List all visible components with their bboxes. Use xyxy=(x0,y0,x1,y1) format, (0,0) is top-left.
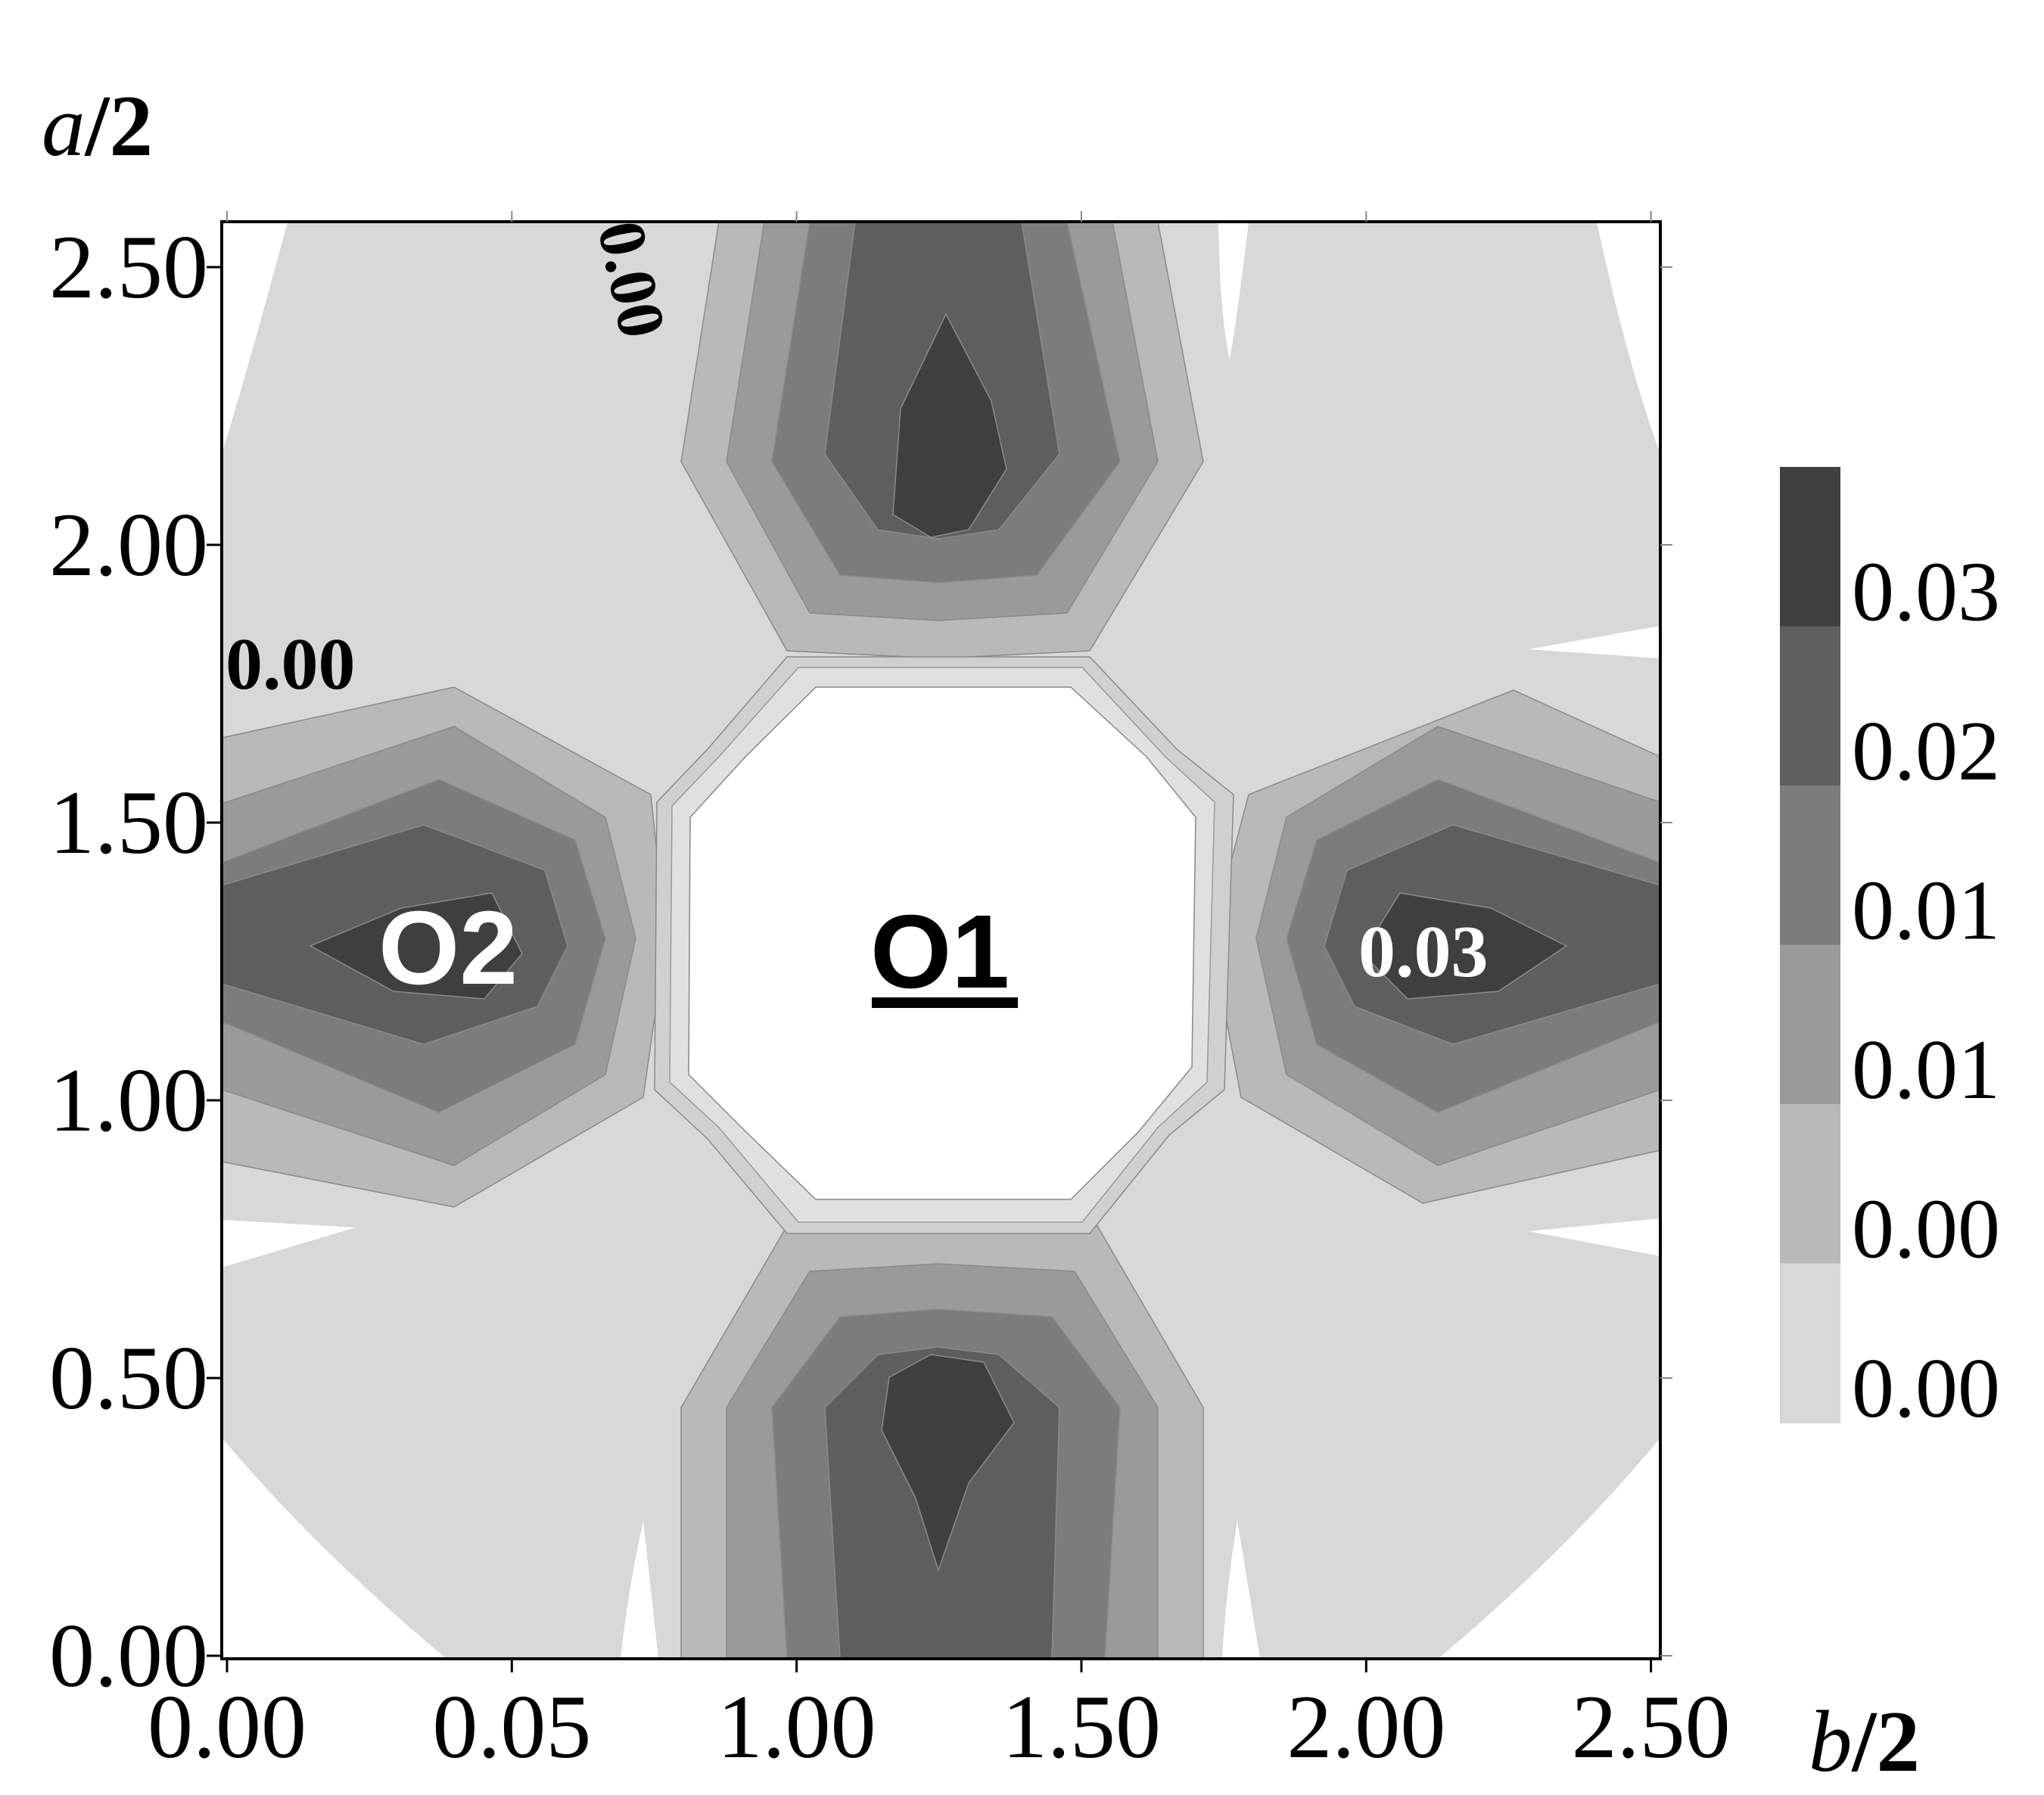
site-label-o2: O2 xyxy=(378,890,518,1006)
lobe-right xyxy=(1210,689,1661,1204)
lobe-left xyxy=(221,686,667,1208)
lobe-bottom xyxy=(680,1218,1204,1660)
colorbar-swatch-5 xyxy=(1780,1263,1840,1423)
lobe-right-level-5 xyxy=(1361,892,1568,1000)
y-tick-label-2: 1.00 xyxy=(49,1050,208,1150)
white-spike-top-right xyxy=(1218,222,1249,359)
colorbar-swatch-2 xyxy=(1780,786,1840,946)
white-spike-left xyxy=(222,1220,356,1268)
contour-label-right: 0.03 xyxy=(1358,911,1489,993)
x-tick-label-4: 2.00 xyxy=(1286,1676,1445,1777)
colorbar-label-5: 0.00 xyxy=(1852,1342,2000,1436)
x-tick-label-0: 0.00 xyxy=(148,1676,306,1777)
colorbar-label-0: 0.03 xyxy=(1852,546,2000,639)
y-tick-label-3: 1.50 xyxy=(49,772,208,873)
colorbar-swatch-4 xyxy=(1780,1104,1840,1265)
center-white-octagon xyxy=(688,686,1196,1200)
y-axis-title-rest: /2 xyxy=(84,78,153,174)
colorbar-label-1: 0.02 xyxy=(1852,705,2000,798)
white-spike-right xyxy=(1529,1218,1660,1256)
white-spike-right-upper xyxy=(1529,626,1660,658)
y-tick-label-4: 2.00 xyxy=(49,494,208,595)
white-region-top-left xyxy=(222,222,288,454)
lobe-top xyxy=(680,221,1204,659)
colorbar-label-2: 0.01 xyxy=(1852,864,2000,958)
site-label-o1: O1 xyxy=(870,894,1010,1010)
x-axis: 0.00 0.05 1.00 1.50 2.00 2.50 xyxy=(148,211,1731,1777)
colorbar-label-3: 0.01 xyxy=(1852,1023,2000,1117)
y-axis: 0.00 0.50 1.00 1.50 2.00 2.50 xyxy=(49,216,1672,1706)
colorbar-swatch-1 xyxy=(1780,626,1840,786)
x-axis-title: b/2 xyxy=(1809,1694,1920,1790)
plot-frame xyxy=(220,220,1662,1660)
white-region-top-right xyxy=(1597,222,1660,454)
y-tick-label-0: 0.00 xyxy=(49,1605,208,1706)
white-region-bottom-right xyxy=(1438,1438,1660,1659)
x-axis-title-rest: /2 xyxy=(1851,1694,1920,1790)
white-spike-bottom-left xyxy=(621,1521,658,1659)
lobe-top-level-5 xyxy=(892,313,1007,538)
x-tick-label-3: 1.50 xyxy=(1002,1676,1161,1777)
white-spike-bottom-right xyxy=(1222,1521,1260,1659)
x-tick-label-2: 1.00 xyxy=(717,1676,876,1777)
lobe-left-level-5 xyxy=(309,892,523,1000)
x-tick-label-1: 0.05 xyxy=(432,1676,591,1777)
y-tick-label-1: 0.50 xyxy=(49,1327,208,1428)
contour-label-left: 0.00 xyxy=(226,624,356,705)
colorbar-label-4: 0.00 xyxy=(1852,1183,2000,1277)
colorbar: 0.03 0.02 0.01 0.01 0.00 0.00 xyxy=(1780,467,2000,1436)
colorbar-swatch-3 xyxy=(1780,944,1840,1105)
lobe-bottom-level-5 xyxy=(881,1354,1015,1573)
site-label-o1-underline xyxy=(872,997,1018,1008)
white-region-bottom-left xyxy=(222,1438,446,1659)
plot-area xyxy=(221,221,1661,1660)
x-axis-title-italic: b xyxy=(1809,1694,1853,1790)
colorbar-swatch-0 xyxy=(1780,467,1840,627)
x-tick-label-5: 2.50 xyxy=(1572,1676,1731,1777)
y-axis-title-italic: a xyxy=(42,78,86,174)
y-axis-title: a/2 xyxy=(42,78,153,174)
y-tick-label-5: 2.50 xyxy=(49,216,208,317)
